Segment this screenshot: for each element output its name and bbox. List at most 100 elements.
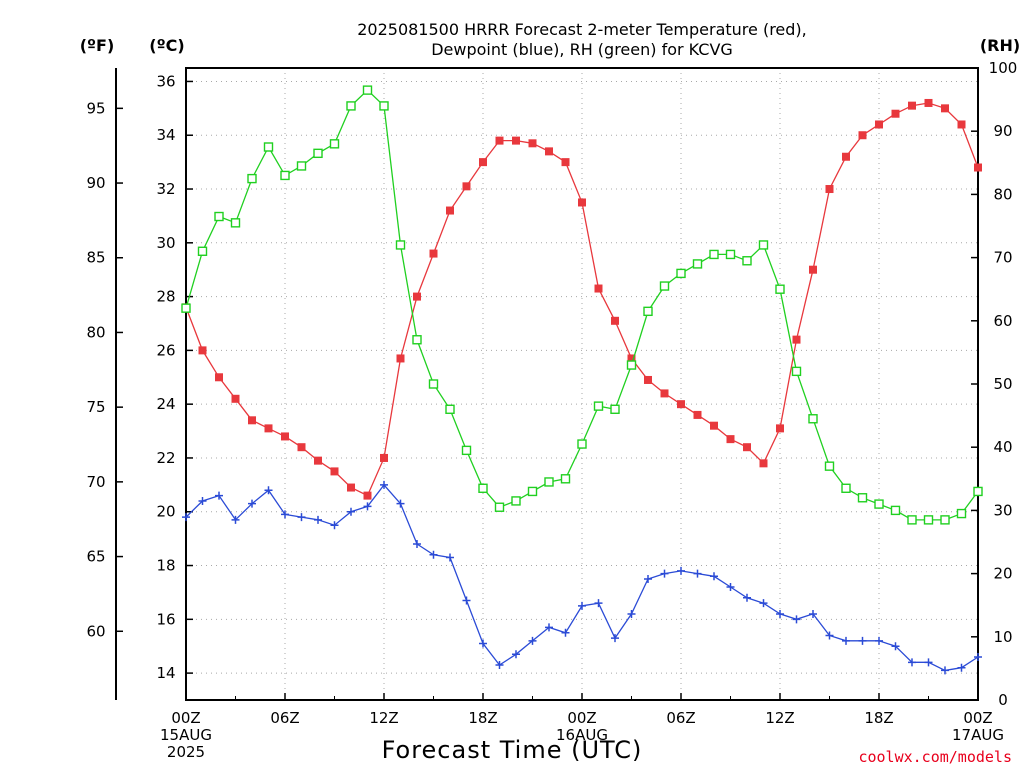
rh-point (791, 366, 802, 377)
temperature-point (759, 459, 768, 468)
fahrenheit-tick-label: 60 (86, 622, 105, 640)
rh-point (923, 515, 934, 525)
time-tick-label: 2025 (167, 743, 205, 761)
temperature-point (627, 354, 636, 363)
rh-point (412, 335, 422, 345)
rh-point (577, 439, 587, 449)
dewpoint-point (561, 628, 570, 637)
fahrenheit-tick-label: 75 (86, 398, 105, 416)
rh-point (197, 246, 208, 256)
dewpoint-point (347, 507, 355, 516)
temperature-point (347, 483, 355, 492)
rh-point (461, 445, 472, 456)
temperature-point (776, 424, 784, 433)
rh-point (428, 379, 439, 389)
temperature-point (957, 120, 966, 129)
fahrenheit-tick-label: 65 (86, 548, 105, 566)
temperature-point (380, 453, 388, 462)
temperature-point (792, 335, 801, 344)
rh-point (626, 360, 637, 370)
rh-point (775, 284, 785, 294)
temperature-point (446, 206, 454, 215)
temperature-point (363, 491, 372, 500)
dewpoint-point (314, 515, 322, 524)
time-tick-label: 00Z (567, 709, 596, 727)
rh-point (973, 486, 983, 497)
temperature-point (561, 158, 570, 167)
rh-point (494, 502, 505, 512)
fahrenheit-unit-label: (ºF) (80, 36, 115, 55)
celsius-tick-label: 14 (156, 664, 175, 682)
rh-tick-label: 80 (993, 185, 1012, 203)
fahrenheit-tick-label: 80 (86, 323, 105, 341)
dewpoint-point (908, 658, 916, 667)
dewpoint-point (264, 486, 273, 495)
rh-point (890, 505, 901, 516)
rh-tick-label: 60 (993, 312, 1012, 330)
celsius-tick-label: 32 (156, 180, 175, 198)
rh-point (395, 240, 406, 250)
time-tick-label: 06Z (666, 709, 695, 727)
dewpoint-point (594, 599, 603, 608)
rh-point (742, 256, 752, 266)
celsius-tick-label: 36 (156, 72, 175, 90)
rh-point (709, 249, 719, 260)
rh-point (478, 483, 488, 493)
temperature-series (182, 98, 982, 500)
temperature-point (858, 131, 867, 140)
time-tick-label: 00Z (171, 709, 200, 727)
dewpoint-point (693, 569, 702, 578)
temperature-point (429, 249, 438, 258)
rh-point (907, 515, 917, 525)
dewpoint-point (809, 609, 817, 618)
dewpoint-point (446, 553, 454, 562)
dewpoint-point (660, 569, 669, 578)
credit-text: coolwx.com/models (858, 748, 1012, 766)
rh-point (214, 211, 224, 222)
temperature-point (396, 354, 405, 363)
temperature-point (413, 292, 421, 301)
temperature-point (330, 467, 339, 476)
time-tick-label: 18Z (864, 709, 893, 727)
dewpoint-point (743, 593, 751, 602)
temperature-point (462, 182, 471, 191)
temperature-point (677, 400, 685, 409)
celsius-tick-label: 34 (156, 126, 175, 144)
rh-tick-label: 90 (993, 122, 1012, 140)
rh-point (824, 461, 835, 471)
series (181, 85, 983, 675)
rh-point (593, 401, 604, 411)
celsius-unit-label: (ºC) (149, 36, 184, 55)
dewpoint-line (185, 483, 979, 672)
fahrenheit-tick-label: 95 (86, 99, 105, 117)
time-tick-label: 18Z (468, 709, 497, 727)
dewpoint-point (363, 502, 372, 511)
temperature-point (825, 185, 834, 194)
dewpoint-point (825, 631, 834, 640)
dewpoint-point (726, 583, 735, 592)
celsius-tick-label: 22 (156, 449, 175, 467)
rh-point (313, 148, 323, 159)
dewpoint-point (479, 639, 487, 648)
temperature-point (264, 424, 273, 433)
rh-point (857, 493, 868, 503)
rh-series (181, 85, 983, 525)
rh-point (659, 281, 670, 291)
dewpoint-point (396, 499, 405, 508)
temperature-point (314, 456, 322, 465)
celsius-tick-label: 16 (156, 610, 175, 628)
dewpoint-point (644, 574, 652, 583)
rh-tick-label: 40 (993, 438, 1012, 456)
dewpoint-series (182, 480, 982, 675)
dewpoint-point (759, 599, 768, 608)
temperature-point (726, 435, 735, 444)
rh-point (362, 85, 373, 95)
celsius-tick-label: 30 (156, 234, 175, 252)
temperature-point (479, 158, 487, 167)
dewpoint-point (198, 496, 207, 505)
dewpoint-point (413, 540, 421, 549)
rh-point (643, 306, 653, 317)
time-tick-label: 15AUG (160, 726, 212, 744)
dewpoint-point (974, 652, 982, 661)
rh-point (692, 259, 703, 269)
